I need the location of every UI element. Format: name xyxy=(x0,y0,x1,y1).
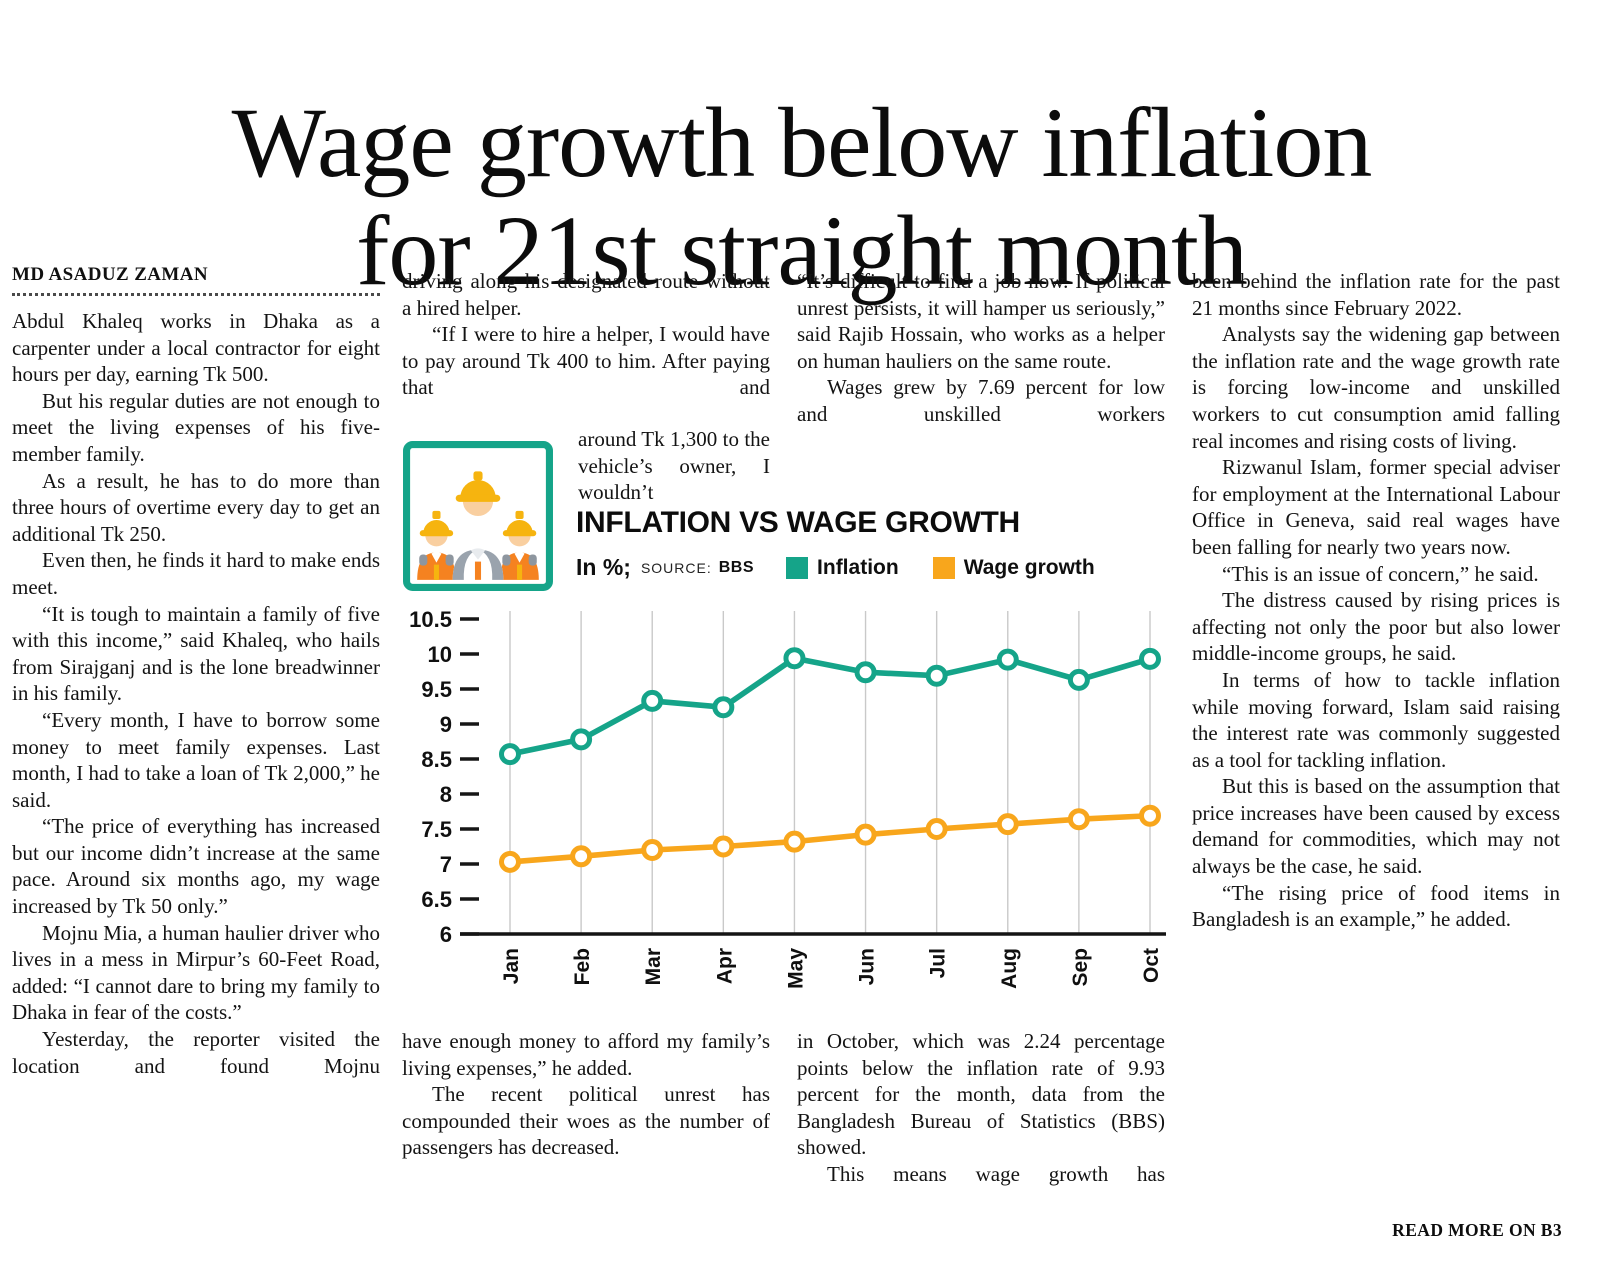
legend-item-inflation: Inflation xyxy=(786,556,899,580)
legend-swatch-wage-growth xyxy=(932,556,955,579)
y-tick-label: 9 xyxy=(440,712,452,737)
month-label: Jun xyxy=(856,948,879,985)
paragraph: in October, which was 2.24 percentage po… xyxy=(797,1029,1165,1160)
data-point xyxy=(570,728,593,751)
series-line-wage-growth xyxy=(507,812,1153,865)
paragraph: driving along his designated route witho… xyxy=(402,269,770,320)
chart-source-value: BBS xyxy=(718,558,755,576)
data-point xyxy=(996,813,1019,836)
data-point xyxy=(499,743,521,766)
data-point xyxy=(712,835,735,858)
legend-item-wage-growth: Wage growth xyxy=(932,555,1095,580)
data-point xyxy=(783,647,806,670)
month-label: Sep xyxy=(1069,948,1092,987)
paragraph: “This is an issue of concern,” he said. xyxy=(1222,561,1539,586)
y-tick-label: 9.5 xyxy=(421,677,452,702)
legend-label-wage-growth: Wage growth xyxy=(963,555,1095,579)
paragraph: As a result, he has to do more than thre… xyxy=(12,468,380,546)
data-point xyxy=(783,830,806,853)
column-4: been behind the inflation rate for the p… xyxy=(1192,268,1560,933)
legend-label-inflation: Inflation xyxy=(817,555,899,579)
read-more-note: READ MORE ON B3 xyxy=(1392,1220,1562,1240)
construction-workers-icon xyxy=(402,440,554,592)
y-tick-label: 10.5 xyxy=(409,607,452,632)
data-point xyxy=(1139,804,1161,827)
month-label: Feb xyxy=(571,948,594,985)
worker-center xyxy=(452,471,504,580)
inflation-wage-chart: around Tk 1,300 to the vehicle’s owner, … xyxy=(400,396,1172,1012)
data-point xyxy=(499,850,521,873)
series-line-inflation xyxy=(507,655,1153,757)
data-point xyxy=(1067,808,1090,831)
paragraph: “If I were to hire a helper, I would hav… xyxy=(402,322,770,400)
paragraph: Abdul Khaleq works in Dhaka as a carpent… xyxy=(12,309,380,387)
chart-meta: In %; SOURCE: BBS Inflation Wage growth xyxy=(576,554,1166,581)
chart-unit-label: In %; xyxy=(576,554,631,580)
chart-plot: 10.5 10 9.5 9 8.5 8 7.5 7 6.5 6 Jan Feb Mar Apr May Jun… xyxy=(409,607,1166,989)
data-point xyxy=(712,696,735,719)
paragraph: Even then, he finds it hard to make ends… xyxy=(12,548,380,599)
data-point xyxy=(925,818,948,840)
month-label: May xyxy=(784,948,807,989)
paragraph: Analysts say the widening gap between th… xyxy=(1192,322,1560,453)
y-tick-label: 6 xyxy=(440,922,452,947)
month-label: Jan xyxy=(500,948,523,984)
worker-right xyxy=(500,510,539,580)
column-3-bottom: in October, which was 2.24 percentage po… xyxy=(797,1028,1165,1188)
headline: Wage growth below inflation for 21st str… xyxy=(231,87,1373,306)
paragraph: around Tk 1,300 to the vehicle’s owner, … xyxy=(578,427,770,505)
y-tick-label: 7 xyxy=(440,852,452,877)
paragraph: The distress caused by rising prices is … xyxy=(1192,588,1560,666)
legend-swatch-inflation xyxy=(786,556,809,579)
paragraph: Rizwanul Islam, former special adviser f… xyxy=(1192,455,1560,559)
month-label: Aug xyxy=(998,948,1021,989)
data-point xyxy=(854,823,877,846)
chart-source-label: SOURCE: xyxy=(640,559,712,576)
data-point xyxy=(925,664,948,687)
paragraph: “The rising price of food items in Bangl… xyxy=(1192,880,1560,932)
column-2-top: driving along his designated route witho… xyxy=(402,268,770,401)
y-tick-label: 10 xyxy=(428,642,452,667)
chart-title: INFLATION VS WAGE GROWTH xyxy=(576,506,1020,539)
paragraph: have enough money to afford my family’s … xyxy=(402,1029,770,1080)
month-label: Oct xyxy=(1140,948,1163,983)
paragraph: “The price of everything has increased b… xyxy=(12,814,380,919)
paragraph: Mojnu Mia, a human haulier driver who li… xyxy=(12,920,380,1025)
paragraph: In terms of how to tackle inflation whil… xyxy=(1192,667,1560,772)
byline-rule xyxy=(12,288,380,296)
month-label: Mar xyxy=(642,948,665,985)
paragraph: been behind the inflation rate for the p… xyxy=(1192,269,1560,320)
column-2-bottom: have enough money to afford my family’s … xyxy=(402,1028,770,1161)
paragraph: The recent political unrest has compound… xyxy=(402,1082,770,1160)
paragraph: Yesterday, the reporter visited the loca… xyxy=(12,1027,380,1078)
data-point xyxy=(641,839,664,861)
month-label: Apr xyxy=(713,948,736,984)
data-point xyxy=(854,661,877,684)
paragraph: But this is based on the assumption that… xyxy=(1192,774,1560,879)
column-1: MD ASADUZ ZAMAN Abdul Khaleq works in Dh… xyxy=(12,264,380,1079)
column-1-text: Abdul Khaleq works in Dhaka as a carpent… xyxy=(12,308,380,1079)
paragraph: “It is tough to maintain a family of fiv… xyxy=(12,601,380,706)
worker-left xyxy=(417,510,456,580)
data-point xyxy=(996,648,1019,671)
chart-plot-area: 10.5 10 9.5 9 8.5 8 7.5 7 6.5 6 Jan Feb Mar Apr May Jun… xyxy=(400,602,1170,1006)
byline: MD ASADUZ ZAMAN xyxy=(12,264,208,285)
paragraph: “Every month, I have to borrow some mone… xyxy=(12,707,380,812)
data-point xyxy=(641,689,664,712)
chart-legend: Inflation Wage growth xyxy=(786,556,1095,580)
paragraph: This means wage growth has xyxy=(827,1161,1165,1186)
paragraph: Wages grew by 7.69 percent for low and u… xyxy=(797,375,1165,426)
y-tick-label: 8.5 xyxy=(421,747,452,772)
data-point xyxy=(570,845,593,868)
y-tick-label: 7.5 xyxy=(421,817,452,842)
month-label: Jul xyxy=(927,948,950,978)
data-point xyxy=(1139,647,1161,670)
data-point xyxy=(1067,668,1090,691)
paragraph: But his regular duties are not enough to… xyxy=(12,388,380,466)
y-tick-label: 8 xyxy=(440,782,452,807)
column-3-top: “It’s difficult to find a job now. If po… xyxy=(797,268,1165,428)
y-tick-label: 6.5 xyxy=(421,887,452,912)
paragraph: “It’s difficult to find a job now. If po… xyxy=(797,269,1165,373)
